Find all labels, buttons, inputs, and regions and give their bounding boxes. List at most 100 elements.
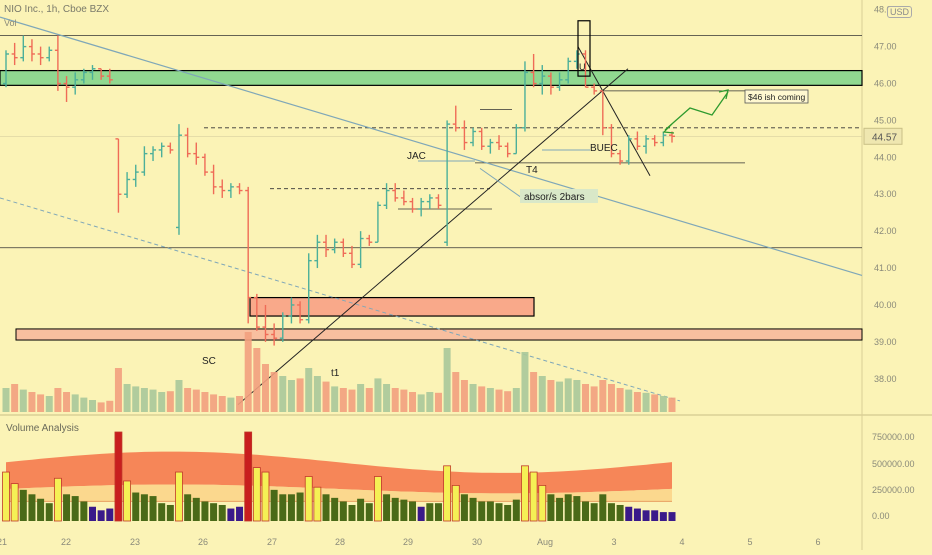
volume-bar [313, 376, 321, 412]
volume-bar [486, 388, 494, 412]
volume-bar [123, 384, 131, 412]
volume-bar [201, 392, 209, 412]
y-tick-label: 41.00 [874, 263, 897, 273]
volume-tick-label: 750000.00 [872, 432, 915, 442]
volume-analysis-bar [556, 497, 564, 521]
absorb-label-box [520, 189, 598, 203]
volume-analysis-bar [512, 499, 520, 521]
volume-analysis-bar [304, 476, 313, 522]
volume-analysis-bar [651, 510, 659, 521]
volume-bar [106, 400, 114, 412]
volume-analysis-bar [400, 499, 408, 521]
volume-bar [504, 391, 512, 412]
volume-analysis-bar [460, 494, 468, 521]
volume-analysis-bar [149, 496, 157, 521]
volume-analysis-bar [573, 496, 581, 521]
volume-bar [19, 389, 27, 412]
target-label-box [744, 89, 809, 104]
volume-bar [261, 364, 269, 412]
volume-analysis-bar [409, 501, 417, 521]
volume-bar [140, 388, 148, 412]
volume-analysis-bar [365, 503, 373, 521]
volume-bar [331, 386, 339, 412]
label-absorb: absor/s 2bars [524, 192, 585, 203]
volume-analysis-bar [296, 492, 304, 521]
volume-analysis-bar [486, 501, 494, 521]
volume-bar [71, 394, 79, 412]
y-tick-label: 42.00 [874, 226, 897, 236]
volume-bar [417, 394, 425, 412]
x-tick-label: 28 [335, 537, 345, 547]
absorb-pointer-line [479, 167, 523, 199]
volume-tick-label: 250000.00 [872, 485, 915, 495]
volume-bar [175, 380, 183, 412]
volume-bar [287, 380, 295, 412]
volume-bar [668, 397, 676, 412]
volume-analysis-bar [348, 504, 356, 521]
label-sc: SC [202, 356, 216, 367]
x-tick-label: 3 [611, 537, 616, 547]
volume-analysis-bar [192, 497, 200, 521]
peak-box [577, 20, 591, 77]
volume-bar [599, 380, 607, 412]
x-tick-label: 6 [815, 537, 820, 547]
volume-analysis-bar [37, 498, 45, 521]
volume-bar [158, 392, 166, 412]
volume-bar [114, 368, 122, 412]
volume-analysis-bar [123, 480, 131, 522]
volume-bar [590, 386, 598, 412]
volume-bar [633, 392, 641, 412]
volume-analysis-bar [140, 494, 148, 521]
volume-band-high [6, 451, 672, 494]
volume-bar [63, 392, 71, 412]
currency-badge[interactable]: USD [887, 6, 913, 18]
volume-bar [564, 378, 572, 412]
volume-label: Vol [4, 18, 17, 28]
candles-group [3, 35, 675, 346]
volume-tick-label: 500000.00 [872, 459, 915, 469]
volume-bar [210, 394, 218, 412]
volume-analysis-bar [469, 497, 477, 521]
last-price-text: 44.57 [872, 132, 897, 143]
x-tick-label: 30 [472, 537, 482, 547]
volume-bar [400, 389, 408, 412]
pullback-line [577, 46, 651, 177]
x-tick-label: 4 [679, 537, 684, 547]
volume-bar [322, 381, 330, 412]
volume-bar [616, 388, 624, 412]
volume-analysis-bars [2, 431, 676, 522]
volume-analysis-bar [2, 471, 10, 522]
volume-bar [659, 396, 667, 412]
label-jac: JAC [407, 151, 426, 162]
projection-arrow-head [718, 89, 729, 100]
y-tick-label: 40.00 [874, 300, 897, 310]
volume-analysis-bar [313, 486, 322, 522]
volume-bar [227, 397, 235, 412]
volume-analysis-bar [547, 494, 555, 521]
volume-bar [460, 380, 468, 412]
volume-bar [88, 400, 96, 412]
volume-tick-label: 0.00 [872, 511, 890, 521]
volume-analysis-bar [538, 484, 547, 522]
volume-bar [253, 348, 261, 412]
volume-analysis-bar [434, 503, 442, 521]
volume-analysis-bar [599, 494, 607, 521]
volume-analysis-bar [478, 501, 486, 521]
volume-bar [582, 384, 590, 412]
volume-analysis-bar [158, 503, 166, 521]
orange-zone-lower [15, 328, 863, 341]
projection-arrow [664, 91, 729, 131]
volume-bar [556, 381, 564, 412]
volume-analysis-title: Volume Analysis [6, 423, 79, 434]
green-supply-zone [0, 69, 863, 86]
volume-analysis-bar [287, 494, 295, 521]
volume-bar [149, 389, 157, 412]
volume-bar [625, 389, 633, 412]
y-tick-label: 39.00 [874, 337, 897, 347]
downtrend-line [0, 16, 863, 277]
volume-analysis-bar [504, 504, 512, 521]
volume-bar [54, 388, 62, 412]
volume-analysis-bar [252, 467, 261, 522]
